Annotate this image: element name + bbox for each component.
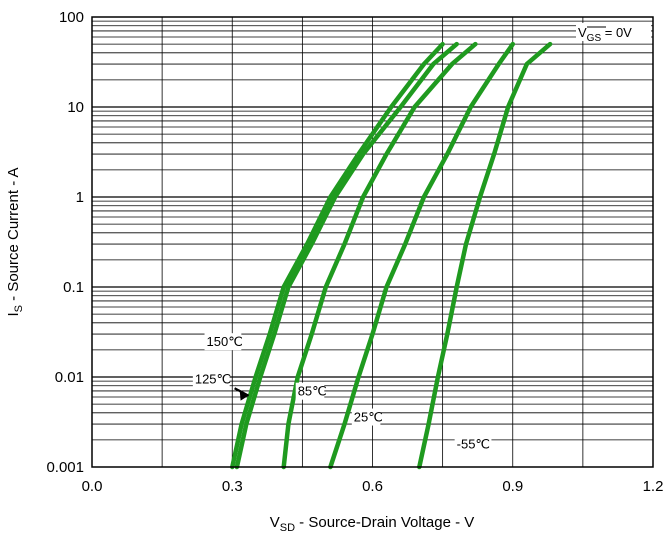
- curve-label: 150℃: [207, 334, 243, 349]
- svg-text:VGS = 0V: VGS = 0V: [578, 25, 632, 44]
- series-line: [417, 41, 553, 470]
- arrow-head: [239, 389, 249, 401]
- series-line: [234, 41, 459, 470]
- curve-label: 125℃: [195, 371, 231, 386]
- y-tick-label: 0.001: [46, 459, 84, 476]
- y-tick-label: 0.01: [55, 369, 84, 386]
- x-tick-label: 0.3: [222, 478, 243, 495]
- curve-label: -55℃: [457, 437, 490, 452]
- curve-label-background: [192, 370, 230, 388]
- series-line: [230, 41, 445, 470]
- y-tick-label: 100: [59, 9, 84, 26]
- curve-label: 25℃: [354, 410, 383, 425]
- series-line: [328, 41, 516, 470]
- curve-label-background: [204, 333, 242, 351]
- y-axis-title: IS - Source Current - A: [5, 167, 25, 316]
- x-tick-label: 0.9: [502, 478, 523, 495]
- annotation-layer: 150℃ 125℃ 85℃ 25℃ -55℃: [192, 333, 492, 453]
- y-tick-label: 10: [67, 99, 84, 116]
- x-tick-label: 1.2: [643, 478, 663, 495]
- curve-label: 85℃: [298, 384, 327, 399]
- x-tick-label: 0.0: [82, 478, 103, 495]
- curve-label-background: [351, 408, 381, 426]
- x-axis-title: VSD - Source-Drain Voltage - V: [270, 514, 475, 533]
- curve-label-background: [454, 435, 492, 453]
- curve-label-background: [295, 382, 325, 400]
- series-layer: [230, 41, 553, 470]
- y-tick-label: 0.1: [63, 279, 84, 296]
- x-tick-labels: 0.0 0.3 0.6 0.9 1.2: [82, 478, 663, 495]
- plot-frame: [91, 16, 654, 468]
- series-line: [281, 41, 478, 470]
- condition-label: VGS = 0V: [576, 23, 651, 44]
- y-tick-labels: 0.001 0.01 0.1 1 10 100: [46, 9, 84, 476]
- y-tick-label: 1: [76, 189, 84, 206]
- x-tick-label: 0.6: [362, 478, 383, 495]
